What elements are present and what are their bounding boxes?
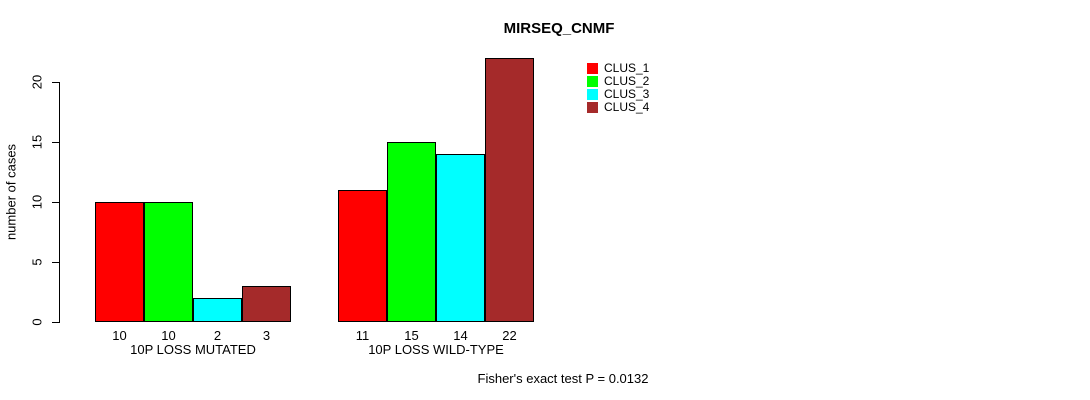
y-axis-label: number of cases — [3, 143, 19, 241]
bar-clus_4-1 — [242, 286, 291, 322]
legend-swatch-clus_2 — [587, 76, 598, 87]
y-tick-mark — [52, 322, 59, 323]
fisher-test-annotation: Fisher's exact test P = 0.0132 — [477, 371, 649, 386]
x-group-label: 10P LOSS WILD-TYPE — [368, 342, 504, 357]
y-tick-mark — [52, 202, 59, 203]
y-tick-mark — [52, 82, 59, 83]
bar-clus_4-2 — [485, 58, 534, 322]
bar-value-label: 10 — [112, 328, 127, 343]
bar-value-label: 15 — [404, 328, 419, 343]
legend-label: CLUS_4 — [604, 100, 650, 114]
bar-clus_1-2 — [338, 190, 387, 322]
bar-clus_3-1 — [193, 298, 242, 322]
y-tick-mark — [52, 262, 59, 263]
legend-swatch-clus_4 — [587, 102, 598, 113]
y-tick-label: 20 — [29, 74, 45, 90]
legend-item: CLUS_2 — [587, 75, 649, 88]
legend-swatch-clus_3 — [587, 89, 598, 100]
legend-label: CLUS_3 — [604, 87, 650, 101]
bar-value-label: 3 — [262, 328, 271, 343]
bar-clus_2-2 — [387, 142, 436, 322]
bar-value-label: 10 — [161, 328, 176, 343]
bar-clus_3-2 — [436, 154, 485, 322]
y-tick-mark — [52, 142, 59, 143]
bar-value-label: 14 — [453, 328, 468, 343]
legend-label: CLUS_1 — [604, 61, 650, 75]
y-axis-line — [59, 82, 60, 323]
bar-value-label: 11 — [355, 328, 370, 343]
legend-item: CLUS_3 — [587, 88, 649, 101]
y-tick-label: 15 — [29, 134, 45, 150]
y-tick-label: 5 — [29, 258, 45, 266]
chart-title: MIRSEQ_CNMF — [503, 20, 615, 37]
legend-item: CLUS_1 — [587, 62, 649, 75]
legend-swatch-clus_1 — [587, 63, 598, 74]
bar-value-label: 22 — [502, 328, 517, 343]
bar-clus_1-1 — [95, 202, 144, 322]
bar-clus_2-1 — [144, 202, 193, 322]
bar-value-label: 2 — [213, 328, 222, 343]
y-tick-label: 10 — [29, 194, 45, 210]
y-tick-label: 0 — [29, 318, 45, 326]
legend-item: CLUS_4 — [587, 101, 649, 114]
legend: CLUS_1 CLUS_2 CLUS_3 CLUS_4 — [587, 62, 649, 114]
legend-label: CLUS_2 — [604, 74, 650, 88]
x-group-label: 10P LOSS MUTATED — [130, 342, 256, 357]
